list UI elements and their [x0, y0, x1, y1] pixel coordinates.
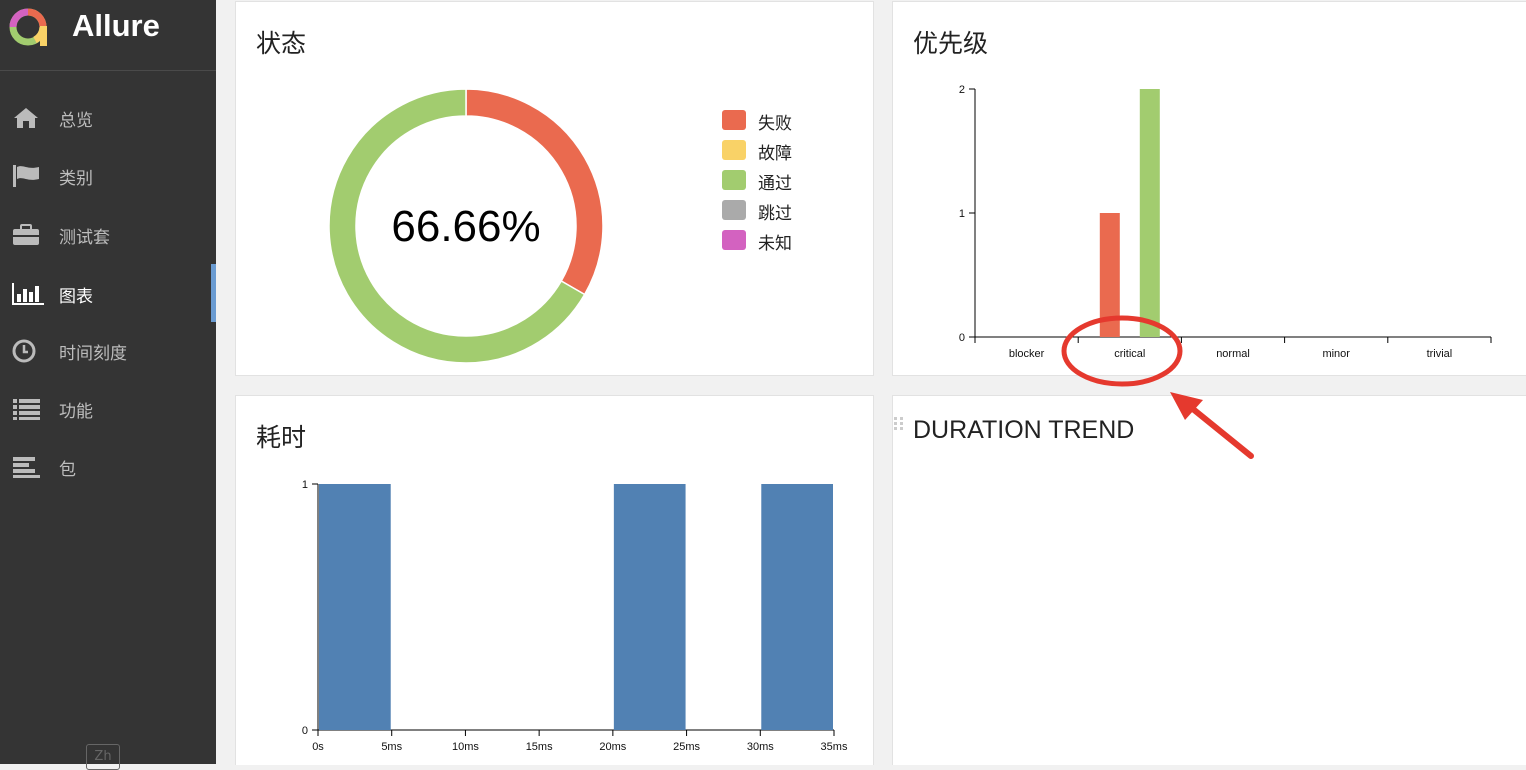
sidebar-item-label: 时间刻度	[59, 344, 127, 364]
x-tick-label: 30ms	[747, 741, 774, 753]
x-tick-label: normal	[1216, 348, 1250, 360]
x-tick-label: 35ms	[821, 741, 848, 753]
legend-label: 未知	[758, 234, 792, 254]
duration-trend-widget: DURATION TREND	[892, 395, 1526, 765]
home-icon	[12, 106, 40, 130]
legend-label: 通过	[758, 174, 792, 194]
legend-label: 跳过	[758, 204, 792, 224]
drag-handle-icon[interactable]	[893, 416, 905, 432]
legend-swatch	[722, 170, 746, 190]
legend-label: 失败	[758, 114, 792, 134]
y-tick-label: 1	[302, 479, 308, 491]
status-donut-chart	[328, 88, 604, 364]
x-tick-label: 15ms	[526, 741, 553, 753]
sidebar-item-behaviors[interactable]: 功能	[0, 385, 216, 433]
x-tick-label: 25ms	[673, 741, 700, 753]
duration-bar	[613, 484, 686, 730]
sidebar-item-label: 类别	[59, 169, 93, 189]
y-tick-label: 0	[959, 332, 965, 344]
priority-bar	[1139, 89, 1160, 337]
active-item-indicator	[211, 264, 216, 322]
legend-swatch	[722, 200, 746, 220]
legend-swatch	[722, 140, 746, 160]
sidebar-item-overview[interactable]: 总览	[0, 94, 216, 142]
x-tick-label: minor	[1322, 348, 1350, 360]
x-tick-label: 0s	[312, 741, 324, 753]
duration-histogram: 0 1 0s 5ms 10ms 15ms 20ms 25ms 30ms 35ms	[302, 479, 848, 753]
duration-bar	[761, 484, 833, 730]
widget-title: 耗时	[256, 423, 307, 452]
duration-widget: 耗时 0 1 0s 5ms 10ms 15ms 20ms 25ms 30ms 35ms	[235, 395, 874, 765]
widget-title: 状态	[256, 29, 307, 58]
sidebar-item-label: 图表	[59, 287, 93, 307]
x-tick-label: 20ms	[599, 741, 626, 753]
legend-label: 故障	[758, 144, 792, 164]
briefcase-icon	[12, 223, 40, 247]
duration-bar	[319, 484, 391, 730]
sidebar-item-timeline[interactable]: 时间刻度	[0, 327, 216, 375]
sidebar-item-label: 包	[59, 460, 76, 480]
sidebar-item-label: 测试套	[59, 228, 110, 248]
priority-bar	[1099, 213, 1120, 337]
sidebar-item-categories[interactable]: 类别	[0, 152, 216, 200]
widget-title: DURATION TREND	[913, 416, 1135, 444]
clock-icon	[12, 339, 40, 363]
x-tick-label: blocker	[1009, 348, 1045, 360]
app-title: Allure	[72, 8, 160, 43]
priority-widget: 优先级 0 1 2 blocker critical normal minor trivial	[892, 1, 1526, 376]
status-widget: 状态 66.66% 失败 故障 通过 跳过 未知	[235, 1, 874, 376]
sidebar-item-packages[interactable]: 包	[0, 443, 216, 491]
priority-bar-chart: 0 1 2 blocker critical normal minor trivial	[959, 84, 1492, 360]
sidebar-item-label: 功能	[59, 402, 93, 422]
list-icon	[12, 397, 40, 421]
y-tick-label: 0	[302, 725, 308, 737]
language-toggle-button[interactable]: Zh	[86, 744, 120, 770]
sidebar: Allure 总览 类别 测试套 图表 时间刻度 功能	[0, 0, 216, 770]
x-tick-label: trivial	[1427, 348, 1453, 360]
legend-swatch	[722, 230, 746, 250]
donut-center-label: 66.66%	[391, 202, 541, 251]
align-left-icon	[12, 455, 40, 479]
donut-slice-0	[465, 88, 604, 296]
widget-title: 优先级	[913, 29, 989, 58]
x-tick-label: 5ms	[381, 741, 402, 753]
y-tick-label: 2	[959, 84, 965, 96]
sidebar-item-graphs[interactable]: 图表	[0, 270, 216, 318]
x-tick-label: critical	[1114, 348, 1145, 360]
donut-slice-2	[328, 88, 586, 364]
legend-swatch	[722, 110, 746, 130]
y-tick-label: 1	[959, 208, 965, 220]
allure-logo-icon	[9, 8, 47, 46]
flag-icon	[12, 164, 40, 188]
bar-chart-icon	[12, 282, 44, 306]
brand[interactable]: Allure	[0, 0, 216, 71]
sidebar-item-suites[interactable]: 测试套	[0, 211, 216, 259]
sidebar-item-label: 总览	[59, 111, 93, 131]
x-tick-label: 10ms	[452, 741, 479, 753]
